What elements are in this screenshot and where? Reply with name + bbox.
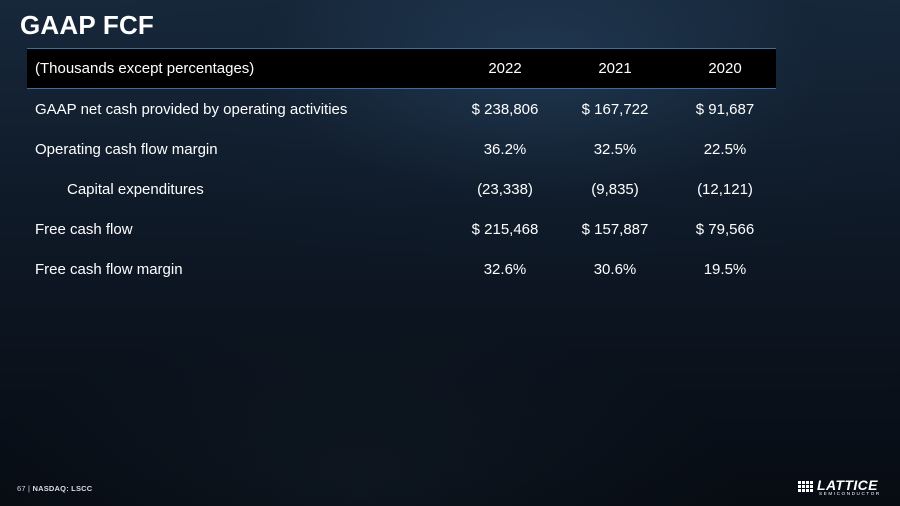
row-label: Operating cash flow margin	[35, 140, 218, 158]
logo-subtitle: SEMICONDUCTOR	[819, 491, 881, 496]
lattice-logo: LATTICE SEMICONDUCTOR	[798, 477, 890, 498]
cell-2021: 32.5%	[593, 140, 637, 158]
cell-2020: $ 79,566	[695, 220, 755, 238]
table-row-fcf-margin: Free cash flow margin 32.6% 30.6% 19.5%	[27, 249, 776, 289]
row-label: GAAP net cash provided by operating acti…	[35, 100, 348, 118]
cell-2022: 36.2%	[483, 140, 527, 158]
footer-separator: |	[28, 484, 31, 493]
slide-footer: 67 | NASDAQ: LSCC	[17, 484, 92, 493]
slide-title: GAAP FCF	[20, 10, 155, 40]
header-year-2020: 2020	[708, 60, 742, 77]
fcf-table: (Thousands except percentages) 2022 2021…	[27, 48, 776, 289]
cell-2020: (12,121)	[697, 180, 753, 198]
cell-2020: 22.5%	[703, 140, 747, 158]
table-row-operating-margin: Operating cash flow margin 36.2% 32.5% 2…	[27, 129, 776, 169]
table-row-capex: Capital expenditures (23,338) (9,835) (1…	[27, 169, 776, 209]
cell-2022: 32.6%	[483, 260, 527, 278]
cell-2022: (23,338)	[477, 180, 533, 198]
table-row-free-cash-flow: Free cash flow $ 215,468 $ 157,887 $ 79,…	[27, 209, 776, 249]
cell-2022: $ 238,806	[471, 100, 539, 118]
row-label: Free cash flow	[35, 220, 133, 238]
cell-2020: $ 91,687	[695, 100, 755, 118]
lattice-grid-logo-icon	[798, 481, 813, 492]
header-units-label: (Thousands except percentages)	[35, 60, 255, 77]
header-year-2022: 2022	[488, 60, 522, 77]
page-number: 67	[17, 484, 26, 493]
cell-2021: $ 167,722	[581, 100, 649, 118]
header-year-2021: 2021	[598, 60, 632, 77]
row-label: Capital expenditures	[67, 180, 204, 198]
table-row-operating-cash: GAAP net cash provided by operating acti…	[27, 89, 776, 129]
logo-wordmark: LATTICE	[817, 477, 878, 493]
ticker-label: NASDAQ: LSCC	[32, 484, 93, 493]
table-header-row: (Thousands except percentages) 2022 2021…	[27, 48, 776, 89]
cell-2021: (9,835)	[591, 180, 639, 198]
cell-2021: 30.6%	[593, 260, 637, 278]
cell-2020: 19.5%	[703, 260, 747, 278]
row-label: Free cash flow margin	[35, 260, 183, 278]
cell-2021: $ 157,887	[581, 220, 649, 238]
cell-2022: $ 215,468	[471, 220, 539, 238]
